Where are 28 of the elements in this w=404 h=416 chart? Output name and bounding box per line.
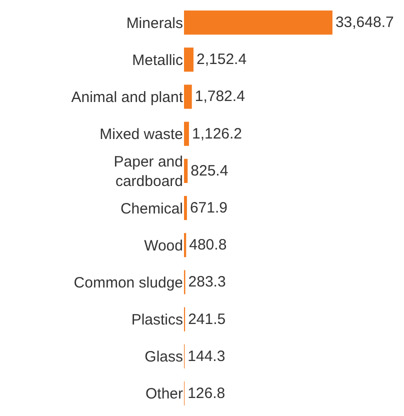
data-label: 1,126.2 xyxy=(192,125,242,142)
y-tick-label: Other xyxy=(145,386,184,403)
bar xyxy=(184,122,189,146)
data-label: 241.5 xyxy=(188,310,226,328)
y-tick-label: Animal and plant xyxy=(71,88,184,106)
bar xyxy=(184,196,187,220)
data-label: 671.9 xyxy=(190,200,228,216)
data-label: 2,152.4 xyxy=(196,51,247,68)
y-tick-label: Mixed waste xyxy=(100,126,183,144)
data-label: 480.8 xyxy=(189,236,227,254)
data-label: 33,648.7 xyxy=(335,14,394,32)
y-tick-label: Chemical xyxy=(120,200,183,218)
data-label: 283.3 xyxy=(188,274,226,291)
y-tick-label: Glass xyxy=(144,348,183,366)
y-tick-label: Wood xyxy=(144,237,183,254)
y-tick-label: Paper and cardboard xyxy=(114,153,183,190)
data-label: 825.4 xyxy=(190,162,228,180)
y-tick-label: Plastics xyxy=(131,312,183,329)
bar xyxy=(184,84,192,109)
data-label: 1,782.4 xyxy=(194,88,245,106)
data-label: 144.3 xyxy=(188,348,226,365)
bar xyxy=(184,158,188,183)
data-label: 126.8 xyxy=(188,384,226,402)
y-tick-label: Common sludge xyxy=(74,274,183,292)
bar xyxy=(184,10,332,35)
y-tick-label: Minerals xyxy=(126,14,183,32)
y-tick-label: Metallic xyxy=(132,52,184,69)
bar xyxy=(184,48,194,72)
